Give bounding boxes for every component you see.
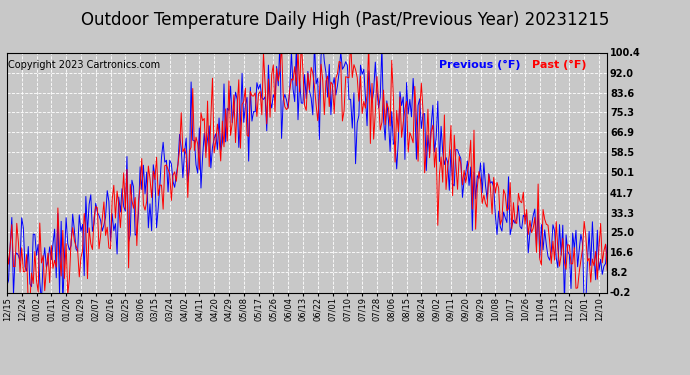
Text: Past (°F): Past (°F) <box>532 60 586 70</box>
Text: Previous (°F): Previous (°F) <box>439 60 521 70</box>
Text: Copyright 2023 Cartronics.com: Copyright 2023 Cartronics.com <box>8 60 159 70</box>
Text: Outdoor Temperature Daily High (Past/Previous Year) 20231215: Outdoor Temperature Daily High (Past/Pre… <box>81 11 609 29</box>
